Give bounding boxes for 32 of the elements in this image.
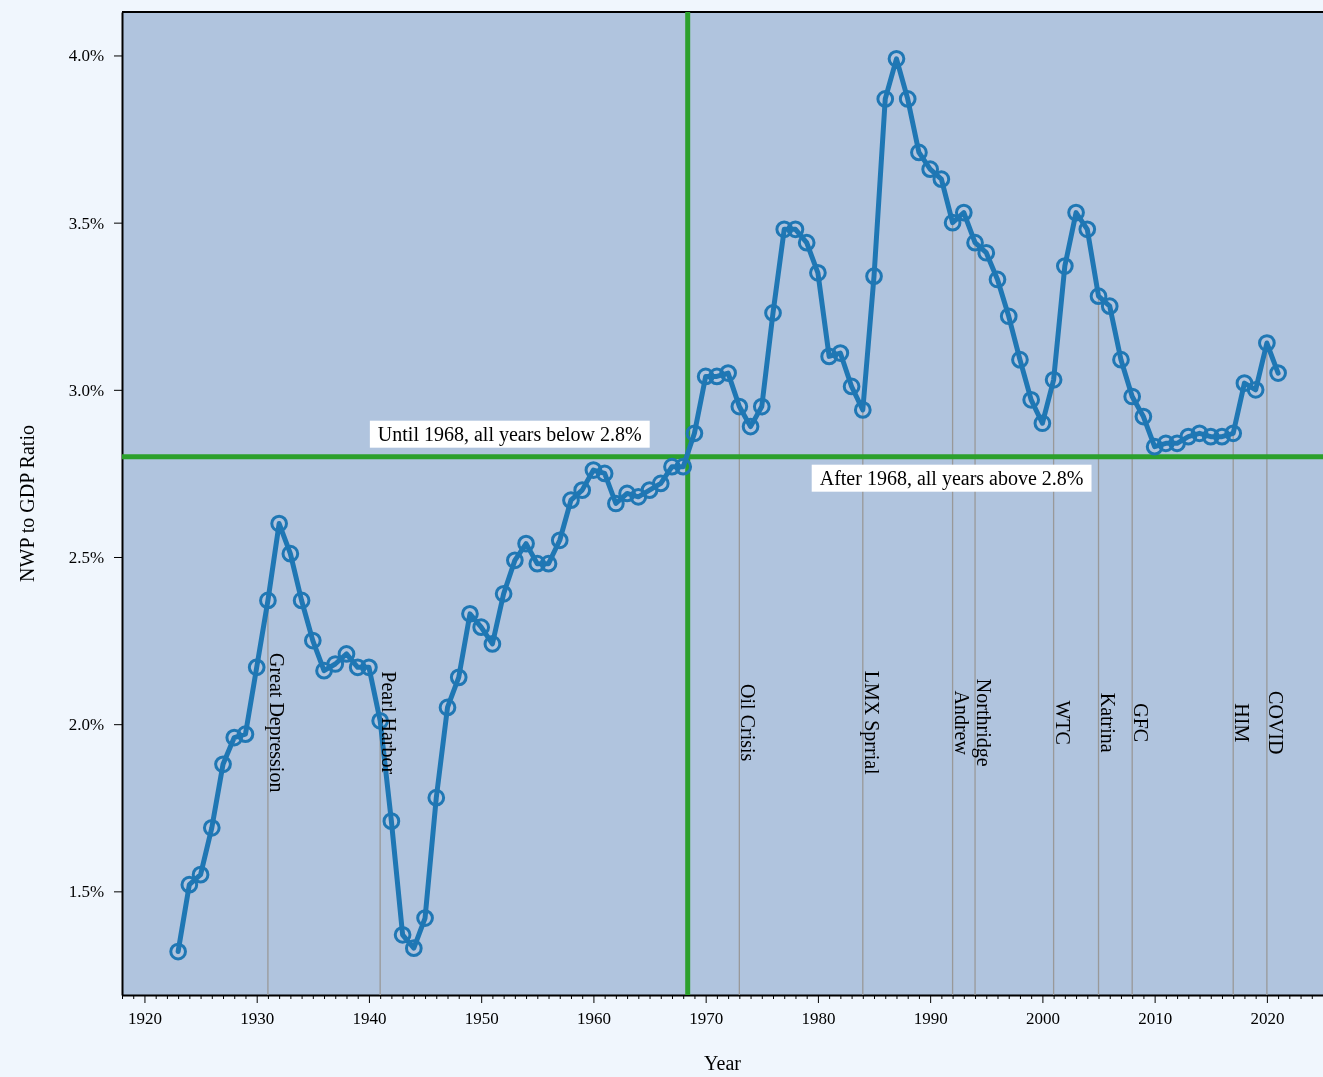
ref-line-label: Andrew	[950, 690, 973, 756]
ref-line-label: GFC	[1130, 703, 1153, 743]
ref-line-label: COVID	[1264, 691, 1287, 755]
x-tick-label: 1990	[913, 1009, 948, 1029]
x-tick-label: 2010	[1138, 1009, 1173, 1029]
x-tick-label: 2020	[1250, 1009, 1285, 1029]
y-axis-title: NWP to GDP Ratio	[16, 425, 38, 582]
x-tick-label: 1930	[240, 1009, 275, 1029]
y-tick-label: 4.0%	[68, 46, 105, 66]
annotation: After 1968, all years above 2.8%	[819, 466, 1084, 490]
ref-line-label: Northridge	[972, 678, 996, 767]
ref-line-label: Katrina	[1096, 692, 1119, 753]
ref-line-label: LMX Sprrial	[859, 670, 883, 776]
y-tick-label: 1.5%	[68, 882, 105, 902]
x-tick-label: 2000	[1025, 1009, 1060, 1029]
annotation: Until 1968, all years below 2.8%	[377, 422, 642, 446]
x-tick-label: 1980	[801, 1009, 836, 1029]
y-tick-label: 2.5%	[68, 547, 105, 567]
ref-line-label: WTC	[1051, 700, 1074, 745]
y-tick-label: 3.5%	[68, 213, 105, 233]
x-tick-label: 1920	[127, 1009, 162, 1029]
ref-line-label: Great Depression	[264, 653, 288, 793]
x-tick-label: 1970	[689, 1009, 724, 1029]
ref-line-label: HIM	[1231, 703, 1254, 743]
ref-line-label: Oil Crisis	[737, 684, 760, 762]
x-tick-label: 1940	[352, 1009, 387, 1029]
y-tick-label: 3.0%	[68, 380, 105, 400]
x-axis-title: Year	[704, 1052, 742, 1074]
x-tick-label: 1960	[576, 1009, 611, 1029]
y-tick-label: 2.0%	[68, 715, 105, 735]
x-tick-label: 1950	[464, 1009, 499, 1029]
ref-line-label: Pearl Harbor	[378, 671, 401, 775]
